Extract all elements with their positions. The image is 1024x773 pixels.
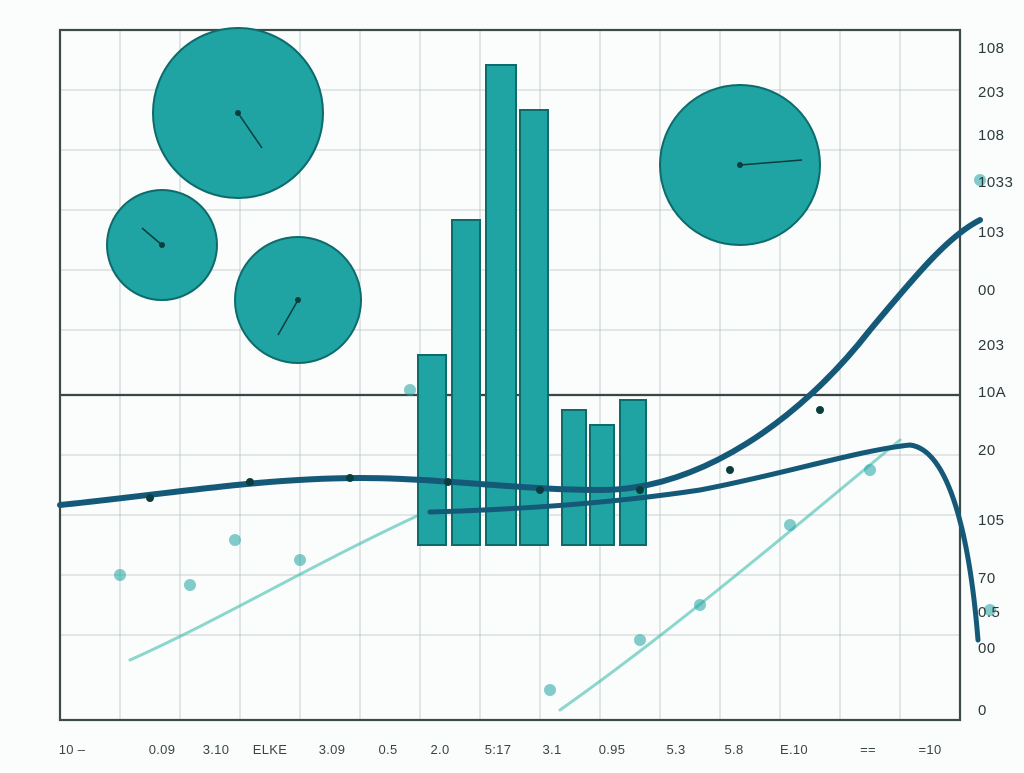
y-axis-label: 103 — [978, 224, 1005, 241]
curve-marker — [146, 494, 154, 502]
y-axis-label: 203 — [978, 84, 1005, 101]
curve-marker — [636, 486, 644, 494]
y-axis-label: 203 — [978, 337, 1005, 354]
x-axis-label: 3.1 — [543, 742, 562, 757]
y-axis-label: 00 — [978, 282, 996, 299]
scatter-point — [294, 554, 306, 566]
x-axis-label: 10 – — [59, 742, 86, 757]
scatter-point — [864, 464, 876, 476]
x-axis-label: 5.8 — [725, 742, 744, 757]
scatter-point — [634, 634, 646, 646]
bar — [452, 220, 480, 545]
scatter-point — [229, 534, 241, 546]
x-axis-label: E.10 — [780, 742, 808, 757]
scatter-point — [404, 384, 416, 396]
curve-marker — [726, 466, 734, 474]
x-axis-label: 0.09 — [149, 742, 176, 757]
bar — [486, 65, 516, 545]
scatter-point — [114, 569, 126, 581]
x-axis-label: =10 — [919, 742, 942, 757]
y-axis-label: 0 — [978, 702, 987, 719]
bar — [520, 110, 548, 545]
y-axis-label: 0.5 — [978, 604, 1000, 621]
x-axis-label: 5:17 — [485, 742, 512, 757]
y-axis-label: 108 — [978, 127, 1005, 144]
curve-marker — [346, 474, 354, 482]
x-axis-label: ELKE — [253, 742, 287, 757]
x-axis-label: == — [860, 742, 876, 757]
y-axis-label: 1033 — [978, 174, 1013, 191]
scatter-point — [694, 599, 706, 611]
y-axis-label: 00 — [978, 640, 996, 657]
curve-marker — [536, 486, 544, 494]
y-axis-label: 20 — [978, 442, 996, 459]
scatter-point — [784, 519, 796, 531]
x-axis-label: 2.0 — [431, 742, 450, 757]
y-axis-label: 105 — [978, 512, 1005, 529]
x-axis-label: 3.10 — [203, 742, 230, 757]
bar — [590, 425, 614, 545]
scatter-point — [184, 579, 196, 591]
y-axis-label: 10A — [978, 384, 1006, 401]
y-axis-label: 70 — [978, 570, 996, 587]
scatter-point — [544, 684, 556, 696]
curve-marker — [444, 478, 452, 486]
curve-marker — [246, 478, 254, 486]
x-axis-label: 0.95 — [599, 742, 626, 757]
y-axis-label: 108 — [978, 40, 1005, 57]
x-axis-label: 5.3 — [667, 742, 686, 757]
bar — [562, 410, 586, 545]
chart-canvas — [0, 0, 1024, 768]
bar — [418, 355, 446, 545]
composite-chart: 10820310810331030020310A20105700.500010 … — [0, 0, 1024, 768]
bar — [620, 400, 646, 545]
curve-marker — [816, 406, 824, 414]
x-axis-label: 0.5 — [379, 742, 398, 757]
x-axis-label: 3.09 — [319, 742, 346, 757]
